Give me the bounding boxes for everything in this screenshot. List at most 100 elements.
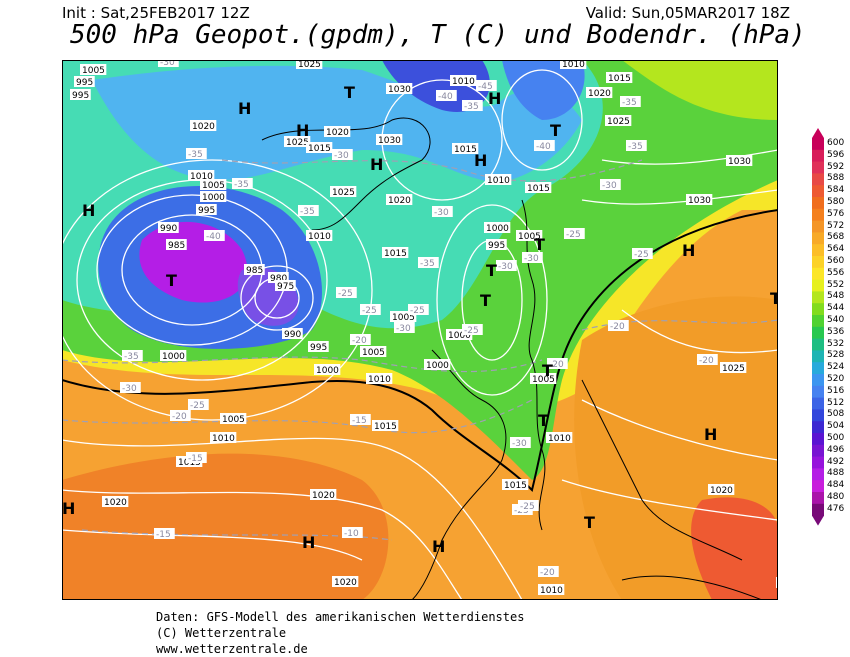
pressure-label: 995 — [486, 239, 507, 251]
svg-text:1015: 1015 — [308, 144, 331, 154]
temperature-label: -40 — [204, 230, 225, 242]
scale-label: 516 — [827, 385, 845, 396]
svg-text:-40: -40 — [536, 142, 551, 152]
field-orange-south — [62, 453, 389, 600]
scale-label: 532 — [827, 338, 845, 349]
temperature-label: -25 — [462, 324, 483, 336]
temperature-label: -35 — [626, 140, 647, 152]
scale-cell — [812, 468, 824, 481]
svg-text:995: 995 — [76, 78, 93, 88]
temperature-label: -35 — [462, 100, 483, 112]
pressure-label: 1010 — [366, 373, 393, 385]
svg-text:1030: 1030 — [728, 157, 751, 167]
scale-cell — [812, 492, 824, 505]
pressure-label: 1010 — [560, 60, 587, 70]
svg-text:-35: -35 — [234, 180, 249, 190]
svg-text:995: 995 — [488, 241, 505, 251]
svg-text:-30: -30 — [396, 324, 411, 334]
high-pressure-marker: H — [474, 151, 487, 170]
high-pressure-marker: H — [682, 241, 695, 260]
pressure-label: 980 — [268, 272, 289, 284]
svg-text:1010: 1010 — [190, 172, 213, 182]
scale-label: 496 — [827, 444, 845, 455]
pressure-label: 1030 — [686, 194, 713, 206]
svg-text:1005: 1005 — [518, 232, 541, 242]
scale-label: 584 — [827, 185, 845, 196]
pressure-label: 995 — [74, 76, 95, 88]
temperature-labels: -30 -45 -40 -35 -35 -30 -35 -35 -40 -40 -35 -30 -30 -… — [120, 60, 718, 578]
pressure-label: 1020 — [386, 194, 413, 206]
low-pressure-marker: T — [534, 235, 545, 254]
svg-text:1010: 1010 — [308, 232, 331, 242]
low-pressure-marker: T — [486, 261, 497, 280]
scale-cell — [812, 279, 824, 292]
svg-text:1020: 1020 — [312, 491, 335, 501]
svg-text:1015: 1015 — [608, 74, 631, 84]
scale-cell — [812, 338, 824, 351]
high-pressure-marker: H — [238, 99, 251, 118]
pressure-label: 1005 — [200, 179, 227, 191]
scale-cell — [812, 362, 824, 375]
scale-top-arrow — [812, 128, 824, 138]
svg-text:-40: -40 — [438, 92, 453, 102]
scale-label: 576 — [827, 208, 845, 219]
svg-text:-30: -30 — [434, 208, 449, 218]
scale-label: 484 — [827, 480, 845, 491]
scale-cell — [812, 421, 824, 434]
svg-text:1010: 1010 — [487, 176, 510, 186]
svg-text:-20: -20 — [610, 322, 625, 332]
pressure-label: 1015 — [382, 247, 409, 259]
svg-text:995: 995 — [72, 91, 89, 101]
pressure-label: 1015 — [606, 72, 633, 84]
svg-text:1015: 1015 — [527, 184, 550, 194]
svg-text:-25: -25 — [520, 502, 535, 512]
scale-cell — [812, 433, 824, 446]
svg-text:985: 985 — [246, 266, 263, 276]
svg-text:-35: -35 — [622, 98, 637, 108]
svg-text:980: 980 — [270, 274, 287, 284]
field-north-blue-2 — [502, 60, 585, 120]
scale-cell — [812, 444, 824, 458]
scale-cell — [812, 350, 824, 363]
temperature-label: -30 — [332, 149, 353, 161]
scale-cell — [812, 208, 824, 222]
pressure-label: 1020 — [102, 496, 129, 508]
svg-text:-20: -20 — [540, 568, 555, 578]
temperature-label: -25 — [518, 500, 539, 512]
svg-text:-45: -45 — [478, 82, 493, 92]
pressure-label: 1000 — [424, 359, 451, 371]
temperature-label: -30 — [600, 179, 621, 191]
high-pressure-marker: H — [82, 201, 95, 220]
temperature-label: -30 — [394, 322, 415, 334]
svg-text:1015: 1015 — [384, 249, 407, 259]
svg-text:1025: 1025 — [607, 117, 630, 127]
scale-label: 512 — [827, 397, 845, 408]
contour-552 — [62, 209, 778, 492]
pressure-label: 1025 — [296, 60, 323, 70]
pressure-label: 1000 — [484, 222, 511, 234]
svg-text:1005: 1005 — [392, 313, 415, 323]
low-pressure-marker: T — [542, 361, 553, 380]
svg-text:-25: -25 — [566, 230, 581, 240]
svg-text:1010: 1010 — [452, 77, 475, 87]
svg-text:1025: 1025 — [722, 364, 745, 374]
svg-text:-10: -10 — [344, 529, 359, 539]
scale-label: 552 — [827, 279, 845, 290]
svg-text:-25: -25 — [362, 306, 377, 316]
pressure-label: 990 — [282, 328, 303, 340]
svg-text:-35: -35 — [300, 207, 315, 217]
svg-text:1015: 1015 — [454, 145, 477, 155]
temperature-label: -30 — [432, 206, 453, 218]
pressure-label: 1015 — [372, 420, 399, 432]
pressure-label: 1020 — [324, 126, 351, 138]
svg-text:1005: 1005 — [362, 348, 385, 358]
scale-label: 540 — [827, 315, 845, 325]
pressure-label: 1020 — [332, 576, 359, 588]
scale-label: 480 — [827, 492, 845, 502]
high-pressure-marker: H — [62, 499, 75, 518]
pressure-label: 1010 — [450, 75, 477, 87]
temperature-label: -25 — [188, 399, 209, 411]
scale-label: 560 — [827, 256, 845, 266]
pressure-label: 1020 — [310, 489, 337, 501]
